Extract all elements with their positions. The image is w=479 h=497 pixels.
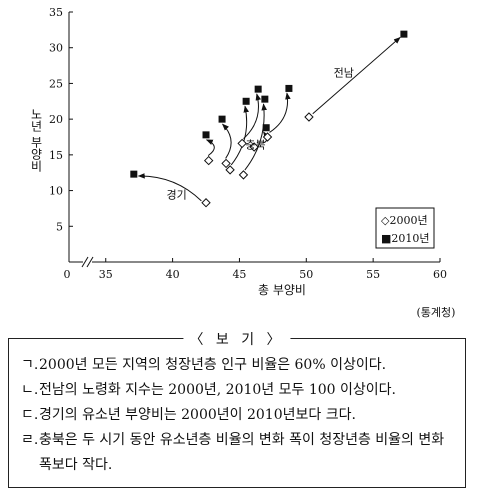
bogi-item-4: ㄹ. 충북은 두 시기 동안 유소년층 비율의 변화 폭이 청장년층 비율의 변… — [21, 428, 457, 478]
point-2000-gyeonggi — [201, 198, 211, 208]
point-2010-f — [285, 84, 293, 92]
region-label: 경기 — [166, 188, 186, 201]
arrow-jeonnam — [312, 36, 401, 115]
point-2000-chungbuk — [221, 158, 231, 169]
bogi-list: ㄱ. 2000년 모든 지역의 청장년층 인구 비율은 60% 이상이다. ㄴ.… — [21, 353, 457, 478]
bogi-item-2: ㄴ. 전남의 노령화 지수는 2000년, 2010년 모두 100 이상이다. — [21, 378, 457, 403]
y-tick-label: 25 — [49, 77, 63, 90]
point-2000-jeonnam — [304, 112, 314, 122]
point-2000-f — [262, 132, 273, 142]
x-tick-label: 55 — [366, 268, 380, 281]
bogi-item-mark: ㄴ. — [21, 382, 39, 398]
bogi-item-text: 전남의 노령화 지수는 2000년, 2010년 모두 100 이상이다. — [39, 382, 396, 398]
point-2010-a — [202, 131, 210, 139]
change-arrows — [137, 36, 401, 202]
point-2000-d — [238, 170, 249, 180]
point-2010-d — [261, 95, 269, 103]
source-note: (통계청) — [417, 306, 456, 319]
point-2010-c — [254, 85, 262, 93]
bogi-title: 〈 보 기 〉 — [183, 329, 291, 349]
bogi-item-text: 경기의 유소년 부양비는 2000년이 2010년보다 크다. — [39, 407, 356, 423]
axis-break-mark — [86, 256, 94, 268]
bogi-item-text: 2000년 모든 지역의 청장년층 인구 비율은 60% 이상이다. — [39, 357, 387, 373]
arrow-a — [205, 139, 215, 157]
y-tick-label: 20 — [49, 113, 63, 126]
y-tick-label: 30 — [49, 42, 63, 55]
legend: ◇2000년 ■2010년 — [375, 207, 435, 249]
x-tick-label: 45 — [232, 268, 246, 281]
origin-label: 0 — [64, 268, 71, 281]
x-tick-label: 35 — [99, 268, 113, 281]
arrow-c — [243, 93, 262, 140]
arrow-b — [230, 105, 250, 166]
arrow-f — [269, 92, 291, 133]
arrow-e — [256, 131, 270, 144]
point-2010-jeonnam — [400, 30, 408, 38]
legend-entry-2010: ■2010년 — [381, 232, 430, 245]
tick-labels: 5 10 15 20 25 30 35 35 40 45 50 55 60 0 — [49, 6, 447, 281]
axis-break-mark — [81, 256, 89, 268]
x-axis-title: 총 부양비 — [258, 283, 306, 297]
arrow-chungbuk — [222, 123, 232, 159]
data-points — [130, 30, 408, 208]
y-tick-label: 35 — [49, 6, 63, 19]
bogi-item-1: ㄱ. 2000년 모든 지역의 청장년층 인구 비율은 60% 이상이다. — [21, 353, 457, 378]
point-2010-b — [242, 97, 250, 105]
region-label: 전남 — [334, 66, 354, 79]
x-tick-label: 60 — [433, 268, 447, 281]
y-tick-label: 5 — [56, 220, 63, 233]
point-2000-a — [203, 155, 214, 166]
point-2000-c — [237, 138, 247, 149]
point-2010-chungbuk — [218, 115, 226, 123]
bogi-box: 〈 보 기 〉 ㄱ. 2000년 모든 지역의 청장년층 인구 비율은 60% … — [8, 329, 466, 488]
point-2010-e — [262, 124, 270, 132]
point-2000-e — [249, 142, 259, 152]
bogi-item-text: 충북은 두 시기 동안 유소년층 비율의 변화 폭이 청장년층 비율의 변화 폭… — [39, 432, 445, 473]
y-tick-label: 10 — [49, 185, 63, 198]
axes — [68, 12, 440, 268]
x-tick-label: 50 — [299, 268, 313, 281]
bogi-item-mark: ㄹ. — [21, 432, 39, 448]
bogi-item-mark: ㄷ. — [21, 407, 39, 423]
arrow-gyeonggi — [137, 173, 202, 202]
bogi-item-3: ㄷ. 경기의 유소년 부양비는 2000년이 2010년보다 크다. — [21, 403, 457, 428]
region-labels: 경기 충북 전남 — [166, 66, 353, 201]
arrow-d — [244, 103, 267, 171]
bogi-item-mark: ㄱ. — [21, 357, 39, 373]
y-axis-title: 노년 부양비 — [29, 108, 43, 172]
point-2010-gyeonggi — [130, 170, 138, 178]
region-label: 충북 — [245, 138, 265, 151]
point-2000-b — [225, 165, 235, 175]
y-tick-label: 15 — [49, 149, 63, 162]
x-tick-label: 40 — [166, 268, 180, 281]
legend-box — [375, 207, 435, 249]
legend-entry-2000: ◇2000년 — [381, 214, 428, 227]
